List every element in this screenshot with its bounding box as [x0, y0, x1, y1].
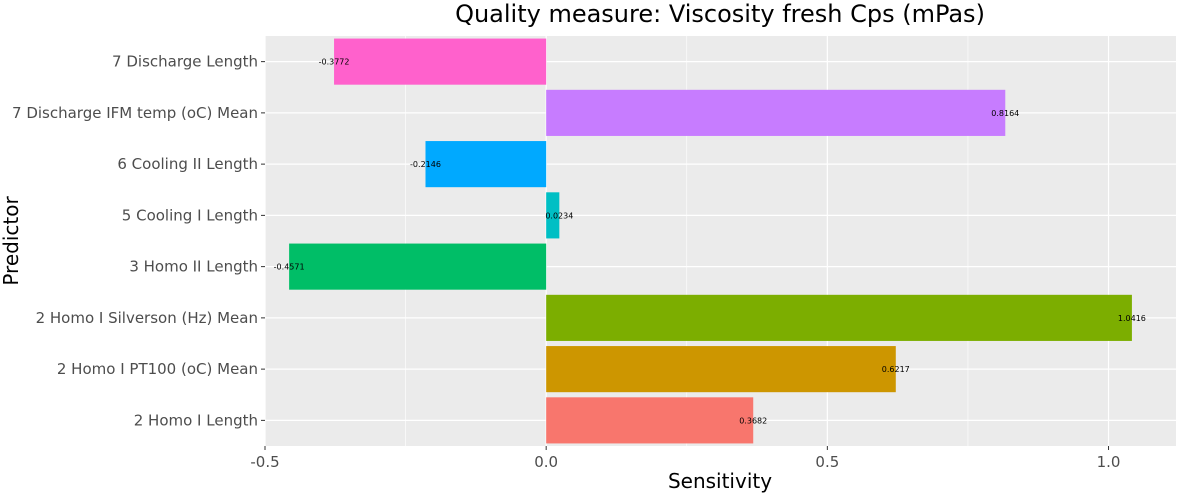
- y-tick-label: 2 Homo I PT100 (oC) Mean: [57, 360, 258, 378]
- data-label-7: 0.8164: [991, 109, 1019, 118]
- bars: [289, 38, 1132, 444]
- chart-title: Quality measure: Viscosity fresh Cps (mP…: [455, 0, 985, 28]
- x-axis-title: Sensitivity: [668, 469, 772, 493]
- data-label-1: 0.3682: [739, 416, 767, 425]
- x-tick-label: 0.5: [815, 453, 839, 471]
- data-label-5: 0.0234: [545, 211, 573, 220]
- data-label-2: 0.6217: [882, 365, 910, 374]
- bar-8: [334, 38, 547, 85]
- y-tick-label: 7 Discharge Length: [112, 53, 258, 71]
- data-label-3: 1.0416: [1118, 314, 1146, 323]
- x-tick-label: 0.0: [534, 453, 558, 471]
- y-tick-label: 7 Discharge IFM temp (oC) Mean: [12, 104, 258, 122]
- y-tick-label: 3 Homo II Length: [129, 258, 258, 276]
- data-labels: 0.3682 0.6217 1.0416 -0.4571 0.0234 -0.2146 0.…: [274, 58, 1146, 426]
- x-axis-ticks: -0.5 0.0 0.5 1.0: [250, 446, 1120, 471]
- y-axis-title: Predictor: [0, 196, 23, 286]
- bar-6: [425, 141, 547, 188]
- y-axis-ticks: 2 Homo I Length 2 Homo I PT100 (oC) Mean 2…: [12, 53, 265, 429]
- bar-2: [546, 346, 896, 393]
- data-label-4: -0.4571: [274, 263, 305, 272]
- data-label-8: -0.3772: [319, 58, 350, 67]
- x-tick-label: -0.5: [250, 453, 279, 471]
- bar-4: [289, 243, 547, 290]
- bar-5: [546, 192, 560, 239]
- y-tick-label: 5 Cooling I Length: [122, 206, 258, 224]
- bar-3: [546, 294, 1132, 341]
- bar-1: [546, 397, 754, 444]
- y-tick-label: 6 Cooling II Length: [117, 155, 258, 173]
- y-tick-label: 2 Homo I Length: [134, 411, 258, 429]
- y-tick-label: 2 Homo I Silverson (Hz) Mean: [36, 309, 258, 327]
- data-label-6: -0.2146: [410, 160, 441, 169]
- x-tick-label: 1.0: [1097, 453, 1121, 471]
- bar-7: [546, 89, 1006, 136]
